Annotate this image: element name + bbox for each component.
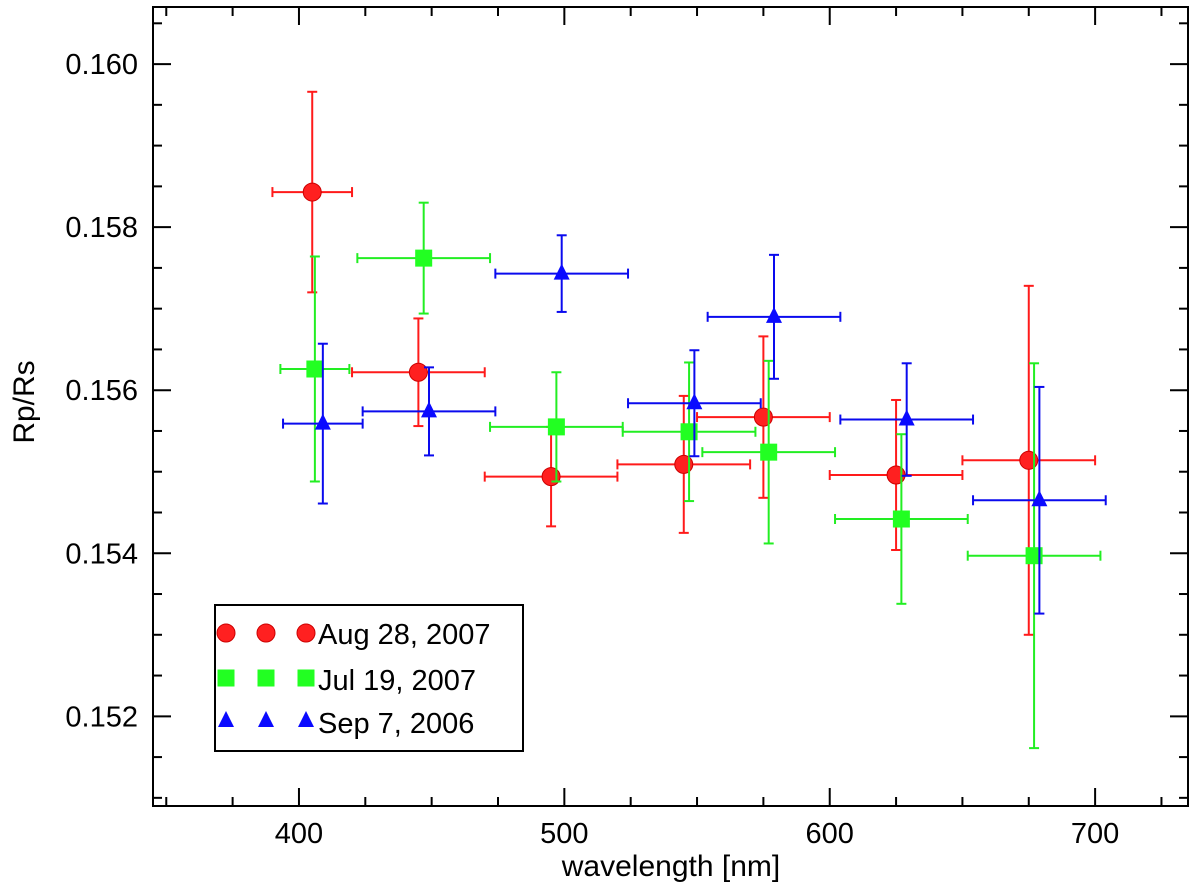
- circle-marker: [296, 623, 316, 643]
- series-aug-28-2007: [271, 90, 1097, 636]
- circle-marker: [256, 623, 276, 643]
- y-tick-label: 0.152: [65, 701, 138, 733]
- x-tick-label: 700: [1071, 818, 1119, 850]
- triangle-marker: [898, 409, 915, 426]
- legend-entry-sep-7-2006: Sep 7, 2006: [218, 708, 474, 740]
- square-marker: [892, 510, 910, 528]
- y-tick-label: 0.160: [65, 49, 138, 81]
- legend: Aug 28, 2007 Jul 19, 2007 Sep 7, 2006: [214, 604, 524, 752]
- data-point: [351, 317, 486, 428]
- series-sep-7-2006: [282, 234, 1107, 615]
- series-jul-19-2007: [279, 201, 1102, 750]
- x-tick-label: 500: [540, 818, 588, 850]
- triangle-marker: [1031, 490, 1048, 507]
- legend-markers: [216, 623, 316, 643]
- y-tick-label: 0.156: [65, 375, 138, 407]
- square-marker: [760, 443, 778, 461]
- square-marker: [217, 669, 235, 687]
- data-point: [279, 255, 351, 483]
- square-marker: [306, 360, 324, 378]
- y-tick-label: 0.158: [65, 212, 138, 244]
- triangle-marker: [314, 413, 331, 430]
- x-tick-label: 400: [275, 818, 323, 850]
- data-point: [839, 362, 975, 477]
- triangle-marker: [766, 306, 782, 323]
- data-point: [489, 371, 624, 483]
- triangle-marker: [298, 711, 314, 727]
- legend-label: Sep 7, 2006: [318, 708, 474, 740]
- data-point: [483, 425, 619, 528]
- triangle-marker: [421, 401, 437, 418]
- data-point: [834, 433, 969, 605]
- square-marker: [257, 669, 275, 687]
- plot-data: [271, 90, 1107, 750]
- square-marker: [415, 249, 433, 267]
- triangle-marker: [553, 263, 570, 280]
- square-marker: [680, 423, 698, 441]
- square-marker: [547, 418, 565, 436]
- data-point: [361, 366, 497, 457]
- data-point: [627, 349, 762, 458]
- x-tick-label: 600: [806, 818, 854, 850]
- legend-markers: [217, 669, 315, 687]
- data-point: [282, 342, 364, 505]
- data-point: [356, 201, 492, 315]
- triangle-marker: [258, 711, 274, 727]
- x-axis-title: wavelength [nm]: [561, 850, 780, 883]
- data-point: [621, 361, 757, 503]
- data-point: [972, 385, 1107, 615]
- triangle-marker: [218, 711, 234, 727]
- data-point: [961, 284, 1097, 636]
- triangle-marker: [686, 393, 703, 410]
- legend-label: Aug 28, 2007: [318, 619, 491, 651]
- y-tick-label: 0.154: [65, 538, 138, 570]
- circle-marker: [408, 362, 428, 382]
- square-marker: [297, 669, 315, 687]
- data-point: [701, 359, 837, 545]
- square-marker: [1025, 547, 1043, 565]
- y-axis-title: Rp/Rs: [8, 360, 41, 443]
- data-point: [696, 335, 831, 499]
- legend-label: Jul 19, 2007: [318, 665, 476, 697]
- circle-marker: [216, 623, 236, 643]
- circle-marker: [302, 182, 322, 202]
- legend-entry-aug-28-2007: Aug 28, 2007: [216, 619, 491, 651]
- plot-frame: [152, 6, 1189, 807]
- data-point: [494, 234, 630, 313]
- data-point: [271, 90, 354, 294]
- legend-entry-jul-19-2007: Jul 19, 2007: [217, 665, 476, 697]
- legend-markers: [218, 711, 314, 727]
- axes: 400 500 600 700 0.152 0.154 0.156 0.158 0.160: [65, 6, 1189, 850]
- data-point: [706, 253, 842, 380]
- data-point: [966, 362, 1102, 750]
